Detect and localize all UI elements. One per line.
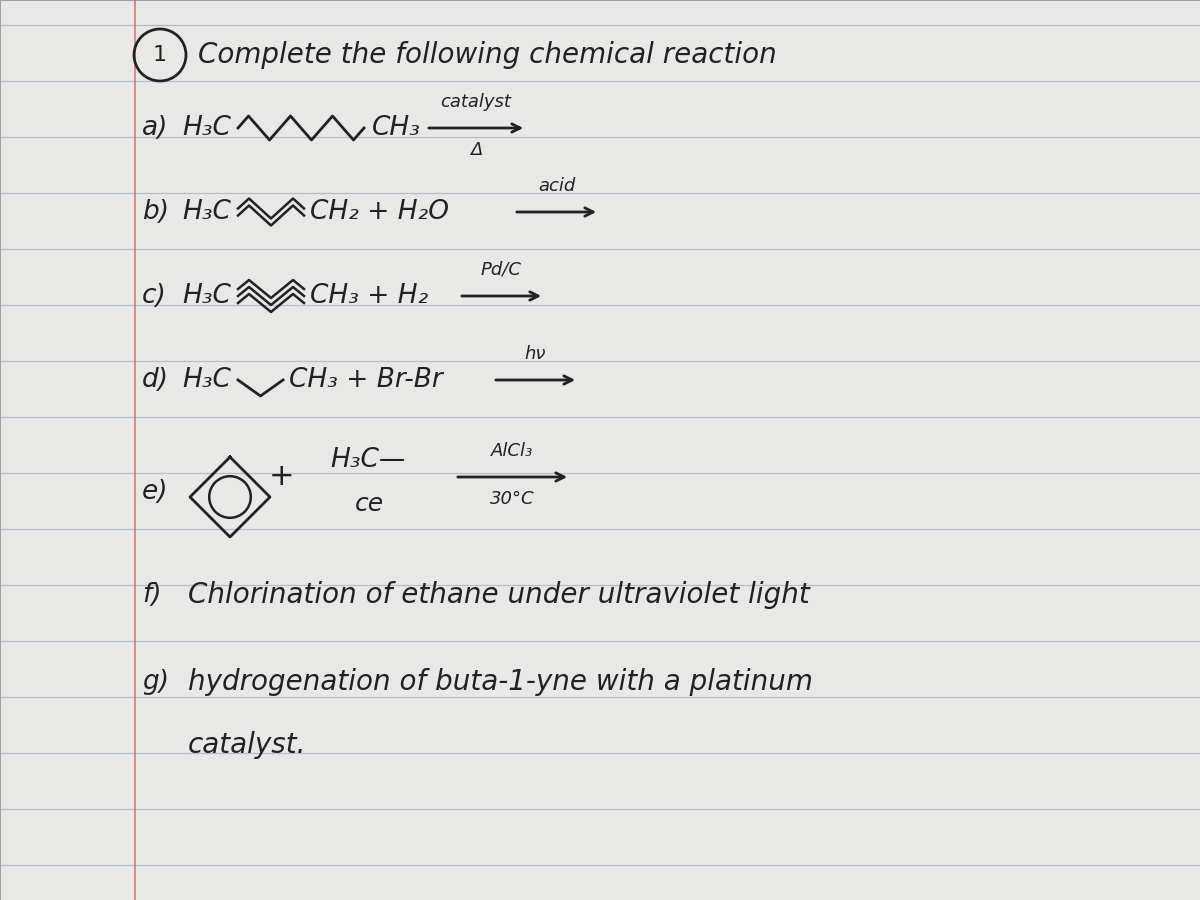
Text: ce: ce xyxy=(355,492,384,516)
Text: H₃C: H₃C xyxy=(182,115,230,141)
Text: a): a) xyxy=(142,115,168,141)
Text: 1: 1 xyxy=(152,45,167,65)
Text: d): d) xyxy=(142,367,169,393)
Text: hν: hν xyxy=(524,345,546,363)
Text: Chlorination of ethane under ultraviolet light: Chlorination of ethane under ultraviolet… xyxy=(188,581,810,609)
Text: H₃C: H₃C xyxy=(182,283,230,309)
Text: Pd/C: Pd/C xyxy=(481,261,522,279)
Text: 30°C: 30°C xyxy=(490,490,535,508)
Text: b): b) xyxy=(142,199,169,225)
Text: catalyst.: catalyst. xyxy=(188,731,306,759)
Text: H₃C: H₃C xyxy=(182,199,230,225)
Text: AlCl₃: AlCl₃ xyxy=(491,442,534,460)
Text: c): c) xyxy=(142,283,167,309)
Text: CH₂ + H₂O: CH₂ + H₂O xyxy=(310,199,449,225)
Text: CH₃: CH₃ xyxy=(372,115,421,141)
Text: Complete the following chemical reaction: Complete the following chemical reaction xyxy=(198,41,776,69)
Text: f): f) xyxy=(142,582,162,608)
Text: Δ: Δ xyxy=(470,141,482,159)
Text: g): g) xyxy=(142,669,169,695)
Text: CH₃ + H₂: CH₃ + H₂ xyxy=(310,283,428,309)
Text: +: + xyxy=(269,462,295,490)
Text: catalyst: catalyst xyxy=(440,93,511,111)
Text: e): e) xyxy=(142,479,168,505)
Text: hydrogenation of buta-1-yne with a platinum: hydrogenation of buta-1-yne with a plati… xyxy=(188,668,812,696)
Text: CH₃ + Br-Br: CH₃ + Br-Br xyxy=(289,367,443,393)
Text: acid: acid xyxy=(538,177,575,195)
Text: H₃C—: H₃C— xyxy=(330,447,406,473)
Text: H₃C: H₃C xyxy=(182,367,230,393)
